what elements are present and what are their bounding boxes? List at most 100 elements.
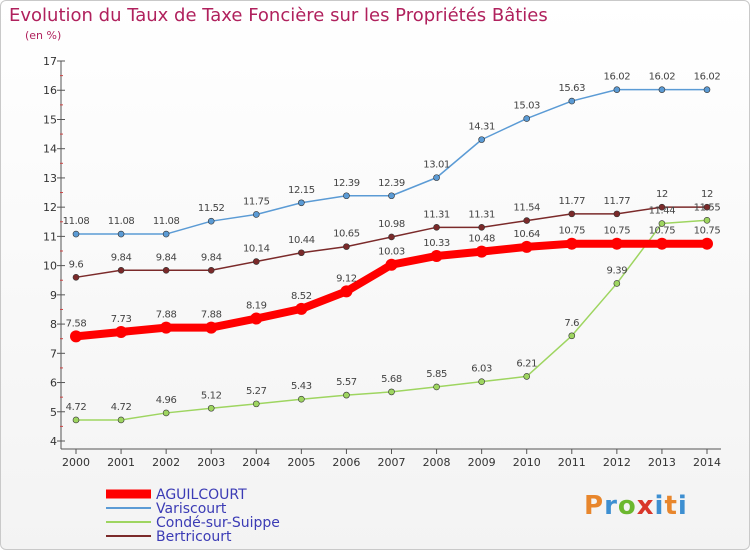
data-label: 10.75 xyxy=(649,226,676,237)
data-point xyxy=(478,224,485,231)
y-tick-label: 13 xyxy=(43,172,57,185)
data-point xyxy=(205,321,218,334)
data-point xyxy=(207,404,215,412)
data-point xyxy=(658,203,666,211)
data-point xyxy=(701,237,713,250)
data-point xyxy=(343,391,350,399)
data-point xyxy=(520,240,533,253)
data-label: 9.39 xyxy=(607,265,628,276)
data-label: 4.72 xyxy=(111,402,132,413)
data-label: 12 xyxy=(701,189,713,200)
data-point xyxy=(658,220,666,227)
data-label: 7.58 xyxy=(66,318,87,329)
data-point xyxy=(252,211,260,218)
data-point xyxy=(207,217,215,225)
data-label: 5.68 xyxy=(381,374,402,385)
data-label: 4.96 xyxy=(156,395,177,406)
data-point xyxy=(70,330,82,343)
data-point xyxy=(115,325,128,338)
data-label: 5.27 xyxy=(246,386,267,397)
data-point xyxy=(655,237,668,250)
y-tick-label: 5 xyxy=(50,406,57,419)
data-label: 11.08 xyxy=(108,216,135,227)
y-tick-label: 6 xyxy=(50,377,57,390)
data-point xyxy=(385,258,398,271)
x-tick-label: 2012 xyxy=(603,456,631,469)
data-label: 11.44 xyxy=(649,206,676,217)
data-label: 12 xyxy=(656,189,668,200)
x-tick-label: 2003 xyxy=(197,456,225,469)
x-tick-label: 2008 xyxy=(423,456,451,469)
data-label: 11.77 xyxy=(558,196,585,207)
x-tick-label: 2000 xyxy=(62,456,90,469)
x-tick-label: 2011 xyxy=(558,456,586,469)
data-label: 9.84 xyxy=(111,252,132,263)
x-tick-label: 2014 xyxy=(693,456,721,469)
data-label: 16.02 xyxy=(604,72,631,83)
data-point xyxy=(298,249,305,257)
legend-label: AGUILCOURT xyxy=(156,487,247,503)
chart-axes: 4 5 6 7 8 9 10 11 12 13 14 15 16 17 2000 2001 2002 2003 20… xyxy=(43,55,721,469)
data-point xyxy=(565,237,578,250)
x-tick-label: 2010 xyxy=(513,456,541,469)
data-label: 10.03 xyxy=(378,247,405,258)
data-point xyxy=(162,230,170,238)
data-label: 11.08 xyxy=(153,216,180,227)
data-label: 5.12 xyxy=(201,390,222,401)
data-point xyxy=(610,237,623,250)
data-point xyxy=(433,174,440,181)
legend-label: Condé-sur-Suippe xyxy=(156,515,280,531)
data-label: 15.63 xyxy=(558,83,585,94)
data-point xyxy=(568,97,576,105)
data-label: 10.75 xyxy=(558,226,585,237)
data-point xyxy=(340,285,353,298)
data-point xyxy=(658,86,666,93)
x-tick-label: 2006 xyxy=(332,456,360,469)
x-tick-label: 2009 xyxy=(468,456,496,469)
data-label: 4.72 xyxy=(66,402,87,413)
data-label: 14.31 xyxy=(468,122,495,133)
data-point xyxy=(703,217,711,224)
chart-legend: AGUILCOURTVariscourtCondé-sur-SuippeBert… xyxy=(106,487,280,545)
data-point xyxy=(207,266,215,274)
y-tick-label: 17 xyxy=(43,55,57,68)
data-label: 6.21 xyxy=(516,358,537,369)
x-tick-label: 2007 xyxy=(378,456,406,469)
data-point xyxy=(613,280,621,287)
y-tick-label: 15 xyxy=(43,113,57,126)
data-point xyxy=(568,210,576,218)
data-label: 13.01 xyxy=(423,160,450,171)
chart-subtitle: (en %) xyxy=(25,29,62,42)
legend-label: Bertricourt xyxy=(156,529,232,545)
data-point xyxy=(250,312,263,325)
data-point xyxy=(117,266,125,274)
data-point xyxy=(252,400,260,408)
data-point xyxy=(162,266,170,274)
y-tick-label: 12 xyxy=(43,201,57,214)
data-point xyxy=(523,373,531,380)
data-point xyxy=(298,395,305,403)
data-point xyxy=(117,230,125,238)
data-point xyxy=(295,302,308,315)
data-label: 11.31 xyxy=(468,209,495,220)
data-label: 7.88 xyxy=(156,310,177,321)
data-label: 10.65 xyxy=(333,229,360,240)
data-label: 10.14 xyxy=(243,244,270,255)
data-point xyxy=(430,249,443,262)
data-label: 10.75 xyxy=(604,226,631,237)
y-tick-label: 10 xyxy=(43,260,57,273)
data-point xyxy=(703,203,711,211)
data-label: 12.39 xyxy=(378,178,405,189)
x-tick-label: 2002 xyxy=(152,456,180,469)
data-label: 15.03 xyxy=(513,101,540,112)
y-tick-label: 9 xyxy=(50,289,57,302)
data-label: 11.55 xyxy=(694,202,721,213)
data-point xyxy=(703,86,711,93)
data-point xyxy=(72,230,80,238)
y-tick-label: 14 xyxy=(43,143,57,156)
data-point xyxy=(72,416,80,424)
data-point xyxy=(613,86,621,93)
data-label: 16.02 xyxy=(649,72,676,83)
data-label: 10.64 xyxy=(513,229,540,240)
